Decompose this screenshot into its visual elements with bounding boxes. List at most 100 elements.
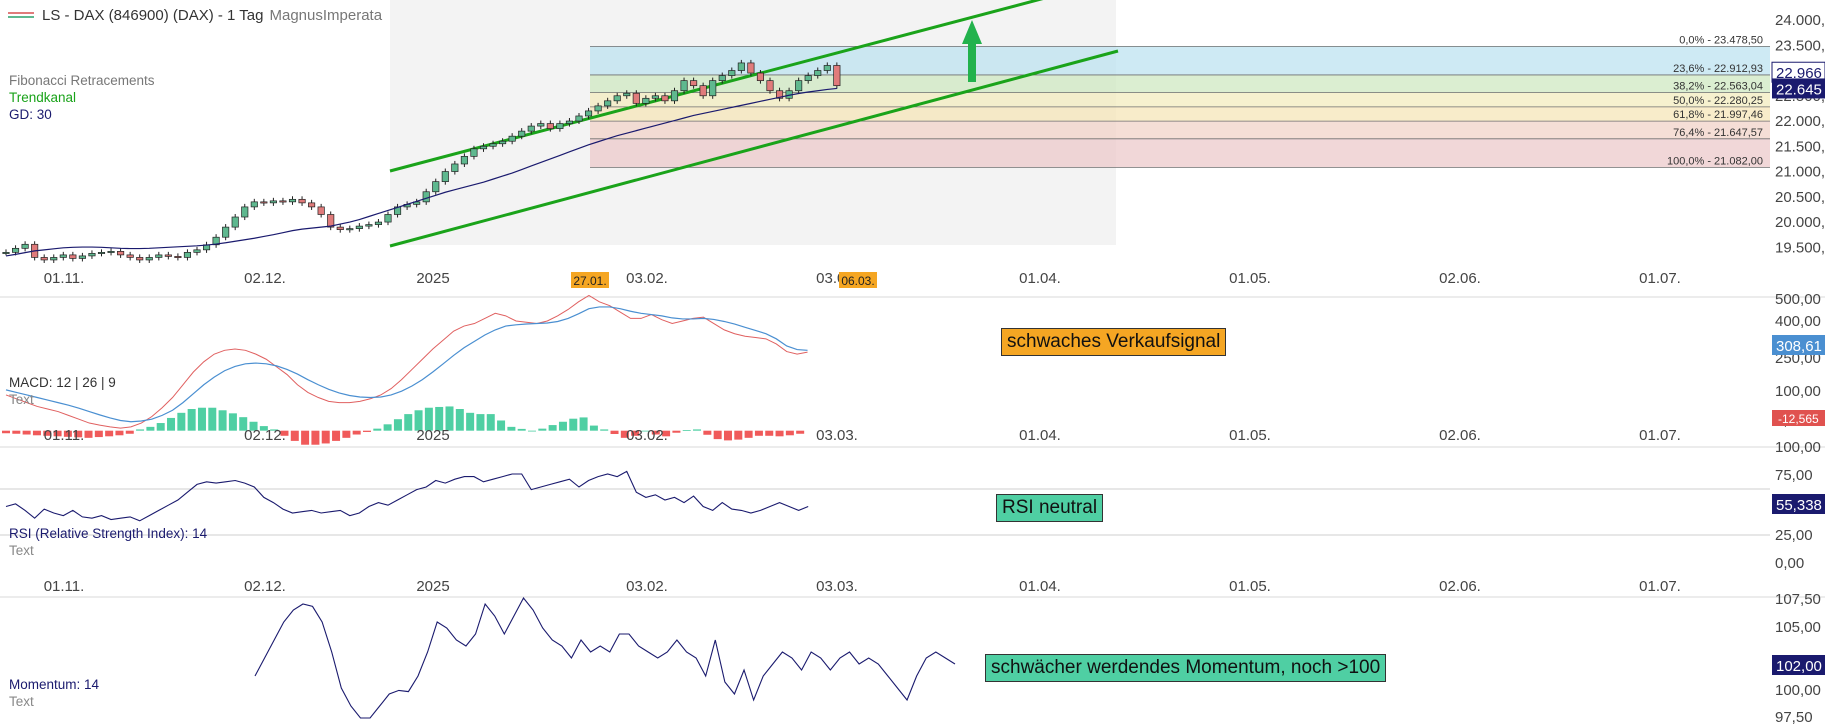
macd-histogram-bar — [579, 417, 588, 431]
fib-zone — [590, 92, 1770, 107]
macd-histogram-bar — [136, 429, 145, 431]
macd-hist-last-badge — [1772, 410, 1825, 426]
x-tick-label-rsi: 03.02. — [626, 578, 668, 595]
candle-body — [69, 254, 77, 259]
chart-title: LS - DAX (846900) (DAX) - 1 Tag — [42, 6, 264, 24]
up-arrow-annotation[interactable] — [962, 20, 982, 82]
rsi-text-label: Text — [9, 543, 34, 558]
x-tick-label-rsi: 01.11. — [44, 578, 85, 595]
fibonacci-retracements[interactable]: 0,0% - 23.478,50 23,6% - 22.912,93 38,2% -… — [390, 0, 1770, 245]
date-marker-bg — [839, 272, 877, 288]
momentum-annotation[interactable]: schwächer werdendes Momentum, noch >100 — [985, 654, 1387, 682]
rsi-label[interactable]: RSI (Relative Strength Index): 14 — [9, 526, 208, 541]
candle-body — [136, 257, 144, 261]
candle-body — [728, 70, 736, 76]
macd-histogram-bar — [651, 430, 660, 435]
main-indicator-legend: Fibonacci Retracements Trendkanal GD: 30 — [9, 72, 155, 123]
macd-histogram-bar — [146, 426, 155, 431]
macd-histogram-bar — [218, 410, 227, 431]
legend-gd30[interactable]: GD: 30 — [9, 107, 52, 122]
candle-body — [680, 80, 688, 92]
macd-histogram-bar — [125, 430, 134, 434]
candle-body — [50, 257, 58, 261]
macd-histogram-bar — [744, 430, 753, 438]
candle-body — [661, 95, 669, 102]
rsi-annotation[interactable]: RSI neutral — [996, 494, 1104, 522]
macd-histogram-bar — [631, 430, 640, 436]
candle-body — [260, 201, 268, 204]
macd-histogram-bar — [424, 407, 433, 431]
fib-zone — [590, 106, 1770, 122]
macd-histogram-bar — [2, 430, 10, 434]
candle-body — [499, 140, 507, 145]
candle-body — [250, 201, 258, 208]
x-tick-label-rsi: 02.12. — [244, 578, 286, 595]
candle-body — [384, 214, 392, 223]
momentum-last-text: 102,00 — [1776, 658, 1822, 675]
x-tick-label-main: 01.04. — [1019, 270, 1061, 287]
candle-body — [422, 191, 430, 203]
macd-legend: MACD: 12 | 26 | 9 Text — [9, 374, 116, 408]
momentum-label[interactable]: Momentum: 14 — [9, 677, 100, 692]
trend-channel-lower — [389, 49, 1119, 248]
macd-annotation[interactable]: schwaches Verkaufsignal — [1001, 328, 1227, 356]
macd-histogram-bar — [476, 414, 485, 431]
candle-body — [441, 171, 449, 182]
macd-histogram-bar — [197, 407, 206, 431]
x-tick-label-macd: 01.04. — [1019, 427, 1061, 444]
rsi-series — [5, 470, 809, 522]
macd-histogram-bar — [682, 430, 691, 431]
candle-body — [222, 226, 230, 238]
candle-body — [355, 225, 363, 229]
macd-histogram-bar — [703, 430, 712, 435]
x-tick-label-main: 2025 — [416, 270, 449, 287]
macd-histogram-bar — [105, 430, 114, 437]
legend-trendkanal[interactable]: Trendkanal — [9, 90, 77, 105]
x-tick-label-rsi: 01.07. — [1639, 578, 1681, 595]
candle-body — [327, 214, 335, 228]
candle-body — [164, 254, 172, 257]
candle-body — [737, 62, 745, 71]
macd-histogram-bar — [270, 429, 279, 431]
date-marker-label: 06.03. — [841, 274, 874, 288]
macd-axis-label: 500,00 — [1775, 291, 1821, 308]
candle-body — [823, 65, 831, 71]
macd-histogram-bar — [435, 406, 444, 431]
candle-body — [718, 75, 726, 81]
candle-body — [78, 255, 86, 259]
x-tick-label-macd: 02.06. — [1439, 427, 1481, 444]
candle-body — [117, 251, 125, 256]
x-tick-label-main: 01.11. — [44, 270, 85, 287]
candle-body — [2, 252, 10, 254]
fib-level-label: 0,0% - 23.478,50 — [1679, 34, 1763, 46]
macd-label[interactable]: MACD: 12 | 26 | 9 — [9, 375, 116, 390]
macd-histogram-bar — [373, 428, 382, 431]
macd-histogram-bar — [507, 426, 516, 431]
macd-histogram-bar — [383, 424, 392, 431]
up-arrow-shape — [962, 20, 982, 82]
macd-histogram-bar — [63, 430, 72, 437]
candle-body — [269, 200, 277, 204]
macd-histogram-bar — [239, 417, 248, 431]
candle-body — [527, 125, 535, 132]
candle-body — [814, 70, 822, 76]
candle-body — [756, 72, 765, 81]
macd-histogram-bar — [115, 430, 124, 436]
legend-fibonacci[interactable]: Fibonacci Retracements — [9, 73, 155, 88]
macd-histogram-bar — [404, 414, 413, 431]
macd-axis-label: 400,00 — [1775, 313, 1821, 330]
candle-body — [212, 236, 220, 246]
candle-body — [537, 123, 545, 127]
candle-body — [651, 95, 659, 99]
momentum-axis-label: 97,50 — [1775, 709, 1813, 724]
candle-body — [556, 123, 564, 129]
macd-histogram-bar — [249, 421, 258, 431]
candle-body — [470, 148, 478, 157]
momentum-legend: Momentum: 14 Text — [9, 676, 99, 710]
candle-body — [97, 252, 106, 254]
fib-level-label: 50,0% - 22.280,25 — [1673, 95, 1763, 107]
candle-body — [795, 80, 803, 92]
candle-body — [460, 156, 468, 165]
